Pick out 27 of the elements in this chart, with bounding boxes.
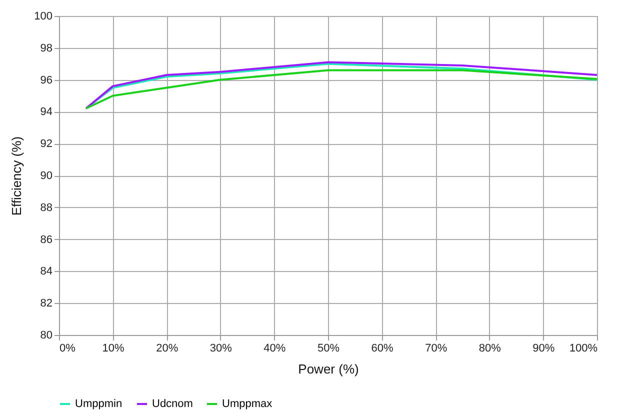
legend-label: Umppmin (75, 398, 122, 410)
x-tick-label: 80% (478, 342, 502, 354)
x-tick-label: 30% (210, 342, 232, 354)
x-tick-label: 50% (317, 342, 340, 354)
legend-label: Udcnom (152, 398, 193, 410)
x-tick-label: 40% (264, 342, 286, 354)
y-tick-label: 80 (40, 330, 52, 342)
y-tick-label: 98 (40, 42, 52, 54)
y-tick-label: 84 (40, 266, 52, 278)
y-tick-label: 96 (40, 74, 52, 86)
y-axis-title: Efficiency (%) (9, 136, 24, 216)
y-tick-label: 92 (40, 138, 52, 150)
x-tick-label: 60% (371, 342, 394, 354)
y-tick-label: 94 (40, 106, 52, 118)
x-tick-label: 90% (532, 342, 555, 354)
y-tick-label: 88 (40, 202, 52, 214)
y-tick-label: 86 (40, 234, 52, 246)
y-tick-label: 90 (40, 170, 52, 182)
x-tick-label: 20% (156, 342, 178, 354)
x-tick-label: 100% (569, 342, 598, 354)
y-tick-label: 82 (40, 298, 52, 310)
x-axis-title: Power (%) (298, 362, 359, 376)
legend-label: Umppmax (222, 398, 273, 410)
x-tick-label: 10% (102, 342, 125, 354)
y-tick-label: 100 (34, 10, 52, 22)
x-tick-label: 70% (425, 342, 448, 354)
x-tick-label: 0% (60, 342, 76, 354)
